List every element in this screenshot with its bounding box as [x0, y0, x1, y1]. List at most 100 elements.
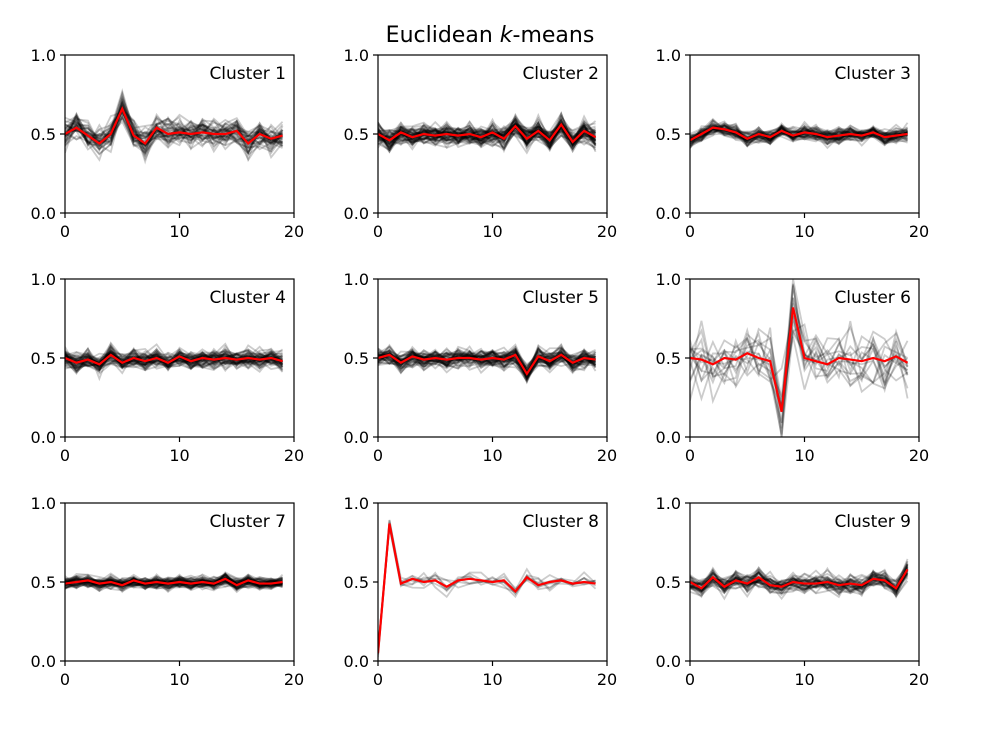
member-series-line — [65, 350, 283, 371]
member-series-line — [65, 573, 283, 594]
member-series-line — [65, 351, 283, 372]
member-series-line — [690, 124, 908, 144]
member-series-line — [378, 349, 597, 374]
y-tick-label: 0.0 — [31, 652, 56, 671]
centroid-line — [690, 307, 909, 412]
member-series-line — [65, 350, 283, 368]
member-series-line — [690, 566, 909, 598]
member-series-line — [690, 126, 909, 145]
centroid-line — [690, 568, 909, 590]
member-series-line — [690, 569, 909, 596]
member-series-line — [378, 348, 596, 371]
member-series-line — [378, 116, 597, 145]
member-series-line — [378, 525, 596, 651]
member-series-line — [690, 125, 908, 147]
member-series-line — [690, 297, 909, 406]
member-series-line — [65, 107, 283, 151]
member-series-line — [378, 126, 596, 154]
x-tick-label: 0 — [60, 222, 70, 241]
member-series-line — [378, 348, 597, 374]
subplot-cluster-3: 0 10 20 0.0 0.5 1.0 Cluster 3 — [656, 46, 930, 241]
subplot-cluster-9: 0 10 20 0.0 0.5 1.0 Cluster 9 — [656, 494, 930, 689]
member-series-line — [690, 279, 909, 408]
member-series-line — [378, 351, 596, 372]
member-series-line — [65, 574, 283, 588]
member-series-line — [378, 122, 597, 150]
member-series-line — [65, 100, 283, 152]
x-tick-label: 20 — [909, 446, 929, 465]
y-tick-label: 1.0 — [656, 494, 681, 513]
subplot-cluster-7: 0 10 20 0.0 0.5 1.0 Cluster 7 — [31, 494, 305, 689]
member-series-line — [378, 525, 596, 656]
member-series-line — [690, 127, 908, 149]
x-tick-label: 0 — [373, 222, 383, 241]
member-series-line — [65, 116, 284, 151]
member-series-line — [690, 123, 908, 147]
x-tick-label: 0 — [685, 446, 695, 465]
member-series-line — [65, 351, 283, 374]
member-series-line — [65, 347, 284, 372]
x-tick-label: 0 — [685, 670, 695, 689]
member-series-line — [690, 329, 909, 437]
y-tick-label: 1.0 — [656, 46, 681, 65]
x-tick-label: 0 — [373, 446, 383, 465]
x-tick-label: 0 — [685, 222, 695, 241]
subplot-cluster-1: 0 10 20 0.0 0.5 1.0 Cluster 1 — [31, 46, 305, 241]
member-series-line — [65, 341, 284, 374]
member-series-line — [690, 566, 909, 594]
member-series-line — [378, 346, 596, 371]
member-series-line — [690, 284, 909, 435]
member-series-line — [65, 90, 284, 157]
member-series-line — [690, 118, 909, 143]
member-series-line — [690, 568, 909, 591]
member-series-line — [378, 120, 597, 141]
x-tick-label: 0 — [60, 446, 70, 465]
member-series-line — [378, 123, 596, 152]
member-series-line — [65, 577, 283, 589]
member-series-line — [690, 126, 909, 146]
member-series-line — [378, 342, 597, 375]
member-series-line — [378, 348, 596, 379]
member-series-line — [65, 344, 283, 372]
member-series-line — [690, 119, 908, 148]
cluster-label: Cluster 1 — [209, 64, 286, 84]
x-tick-label: 10 — [794, 446, 814, 465]
x-tick-label: 0 — [60, 670, 70, 689]
member-series-line — [690, 124, 908, 145]
member-series-line — [378, 112, 597, 148]
member-series-line — [378, 118, 597, 149]
member-series-line — [690, 120, 908, 146]
member-series-line — [378, 111, 597, 148]
member-series-line — [690, 122, 909, 142]
y-tick-label: 0.5 — [344, 573, 369, 592]
member-series-line — [690, 570, 909, 599]
y-tick-label: 0.5 — [31, 125, 56, 144]
plot-area — [690, 279, 909, 437]
plot-area — [378, 110, 597, 155]
y-tick-label: 0.0 — [344, 428, 369, 447]
y-tick-label: 0.5 — [656, 125, 681, 144]
centroid-line — [690, 126, 908, 142]
member-series-line — [690, 570, 909, 595]
cluster-label: Cluster 8 — [522, 512, 599, 532]
cluster-label: Cluster 3 — [834, 64, 911, 84]
member-series-line — [378, 121, 597, 154]
plot-area — [65, 571, 284, 594]
member-series-line — [690, 125, 908, 145]
member-series-line — [378, 113, 597, 150]
member-series-line — [690, 315, 909, 429]
member-series-line — [378, 523, 596, 658]
plot-area — [690, 117, 909, 150]
member-series-line — [378, 346, 597, 373]
y-tick-label: 0.5 — [31, 349, 56, 368]
member-series-line — [378, 519, 597, 653]
member-series-line — [65, 351, 283, 370]
member-series-line — [378, 118, 597, 147]
member-series-line — [65, 98, 283, 156]
member-series-line — [690, 123, 909, 145]
member-series-line — [378, 126, 597, 152]
member-series-line — [690, 285, 909, 423]
member-series-line — [65, 573, 283, 593]
x-tick-label: 0 — [373, 670, 383, 689]
member-series-line — [690, 568, 909, 593]
